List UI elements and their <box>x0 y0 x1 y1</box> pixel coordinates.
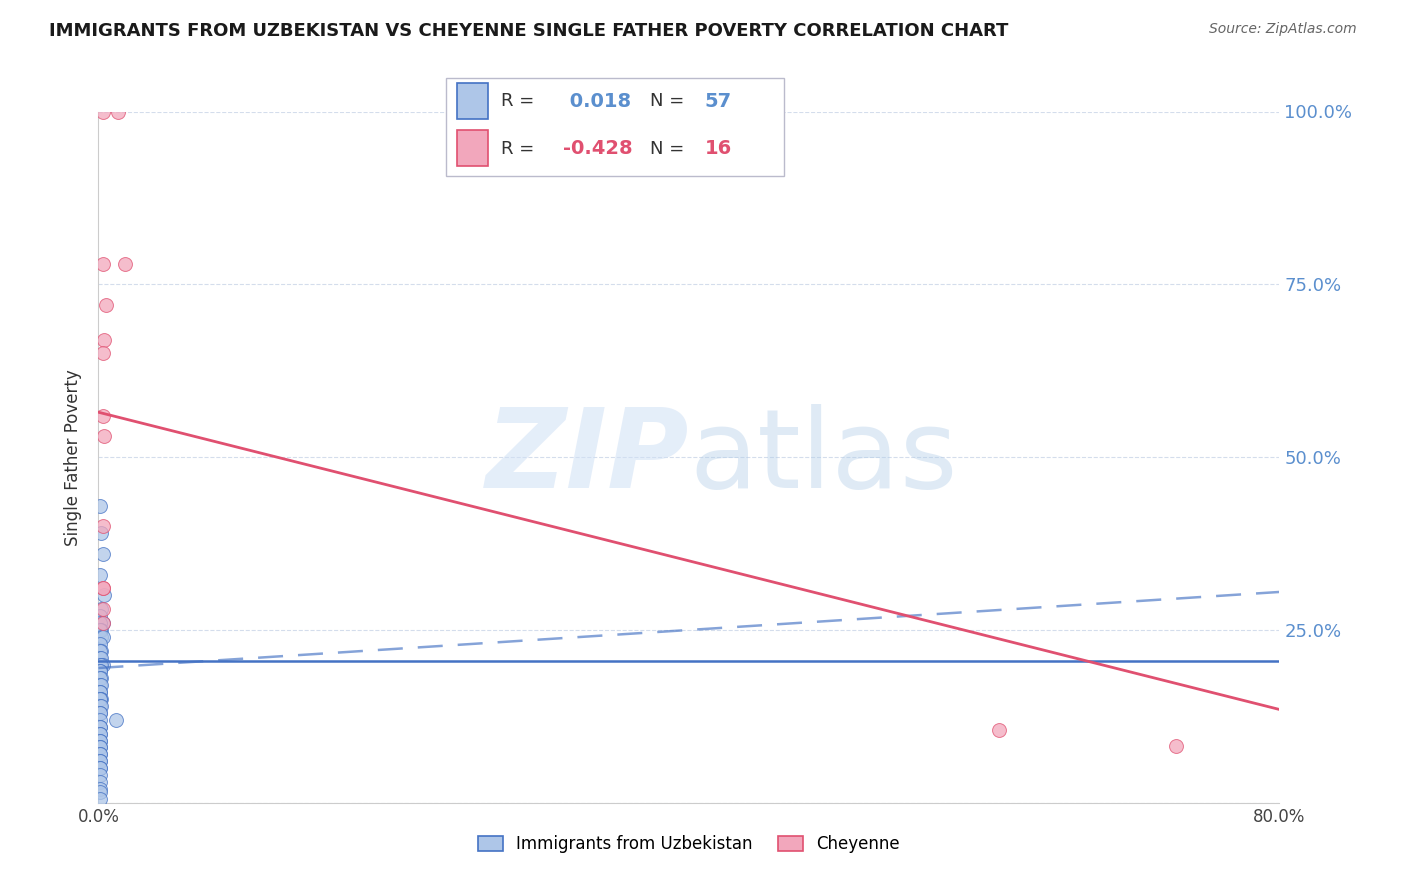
Point <box>91 257 114 271</box>
Point <box>91 547 114 561</box>
Point <box>90 623 112 637</box>
Point <box>89 650 111 665</box>
Point <box>94 298 117 312</box>
Point <box>89 665 111 679</box>
Point <box>91 602 114 616</box>
Point <box>89 609 111 624</box>
Point <box>89 775 111 789</box>
Point <box>89 733 111 747</box>
Point <box>89 755 111 769</box>
Point <box>89 623 111 637</box>
Point <box>988 723 1011 738</box>
Point <box>90 678 112 692</box>
Text: -0.428: -0.428 <box>564 139 633 158</box>
Point <box>89 755 111 769</box>
Point <box>89 678 111 692</box>
Point <box>91 104 114 119</box>
Point <box>91 409 114 423</box>
Point <box>107 104 129 119</box>
FancyBboxPatch shape <box>457 130 488 166</box>
Point <box>89 692 111 706</box>
Text: Source: ZipAtlas.com: Source: ZipAtlas.com <box>1209 22 1357 37</box>
Point <box>89 785 111 799</box>
Text: N =: N = <box>650 93 689 111</box>
Point <box>93 429 115 443</box>
Point <box>89 499 111 513</box>
Point <box>93 333 115 347</box>
Point <box>91 346 114 360</box>
Point <box>89 713 111 727</box>
Point <box>90 602 112 616</box>
Point <box>93 589 115 603</box>
Point <box>91 519 114 533</box>
Point <box>89 685 111 699</box>
Point <box>90 692 112 706</box>
Point <box>91 582 114 596</box>
Point <box>89 615 111 630</box>
Point <box>90 657 112 672</box>
Point <box>89 747 111 762</box>
Text: 16: 16 <box>704 139 733 158</box>
Point <box>89 567 111 582</box>
Point <box>91 657 114 672</box>
Point <box>91 582 114 596</box>
Point <box>89 733 111 747</box>
Point <box>89 657 111 672</box>
Point <box>1166 739 1188 753</box>
Text: R =: R = <box>502 93 540 111</box>
Point <box>89 665 111 679</box>
Point <box>91 615 114 630</box>
Point <box>89 747 111 762</box>
Point <box>89 792 111 806</box>
Point <box>89 768 111 782</box>
Point <box>105 713 128 727</box>
Point <box>89 706 111 720</box>
Point <box>90 526 112 541</box>
Point <box>90 644 112 658</box>
Point <box>89 761 111 775</box>
Text: atlas: atlas <box>689 404 957 510</box>
Point <box>89 740 111 755</box>
Text: N =: N = <box>650 140 689 158</box>
Text: R =: R = <box>502 140 540 158</box>
Point <box>89 726 111 740</box>
Text: ZIP: ZIP <box>485 404 689 510</box>
Text: 57: 57 <box>704 92 731 111</box>
Point <box>91 615 114 630</box>
Point <box>114 257 136 271</box>
Point <box>89 685 111 699</box>
Point <box>89 720 111 734</box>
Point <box>90 699 112 714</box>
Point <box>91 630 114 644</box>
Point <box>89 740 111 755</box>
Point <box>90 671 112 685</box>
Text: IMMIGRANTS FROM UZBEKISTAN VS CHEYENNE SINGLE FATHER POVERTY CORRELATION CHART: IMMIGRANTS FROM UZBEKISTAN VS CHEYENNE S… <box>49 22 1008 40</box>
Point <box>89 699 111 714</box>
Y-axis label: Single Father Poverty: Single Father Poverty <box>65 368 83 546</box>
Point <box>89 726 111 740</box>
Point <box>90 650 112 665</box>
Point <box>89 781 111 797</box>
Point <box>90 630 112 644</box>
Legend: Immigrants from Uzbekistan, Cheyenne: Immigrants from Uzbekistan, Cheyenne <box>471 829 907 860</box>
Point <box>89 706 111 720</box>
Point <box>89 692 111 706</box>
FancyBboxPatch shape <box>457 83 488 119</box>
Point <box>89 671 111 685</box>
Point <box>89 644 111 658</box>
Text: 0.018: 0.018 <box>564 92 631 111</box>
FancyBboxPatch shape <box>446 78 785 177</box>
Point <box>89 637 111 651</box>
Point <box>89 761 111 775</box>
Point <box>89 720 111 734</box>
